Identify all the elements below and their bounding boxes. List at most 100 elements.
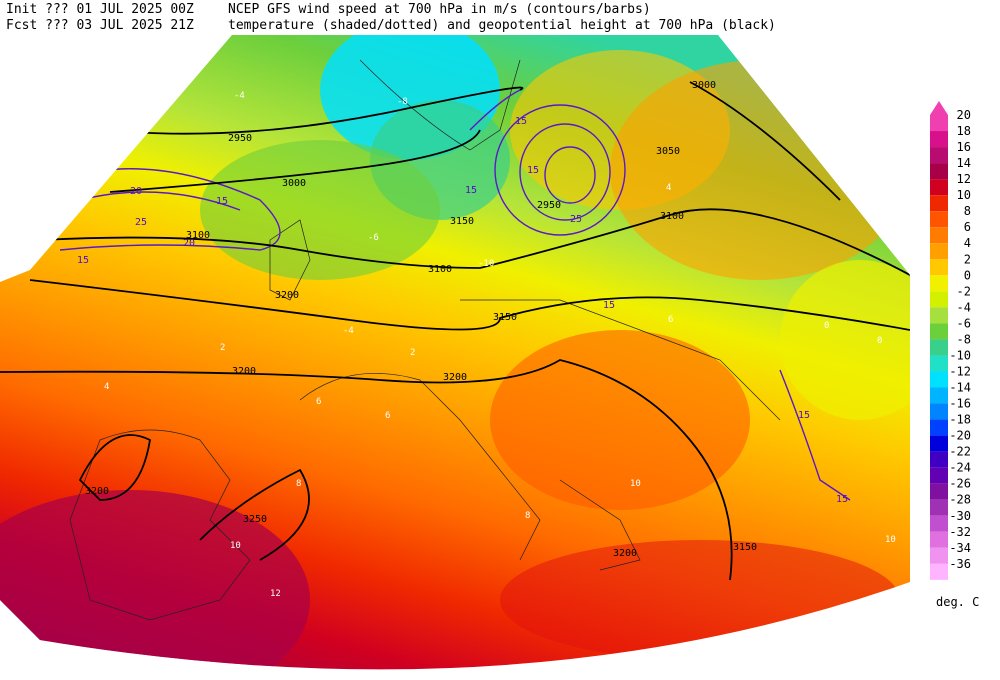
colorbar-box <box>930 179 948 196</box>
colorbar-label: -12 <box>949 364 971 378</box>
colorbar-box <box>930 259 948 276</box>
height-label: 3000 <box>692 80 716 91</box>
colorbar-label: 10 <box>957 188 971 202</box>
colorbar-box <box>930 243 948 260</box>
colorbar-box <box>930 291 948 308</box>
colorbar-box <box>930 499 948 516</box>
wind-label: 15 <box>216 196 228 207</box>
colorbar-label: -28 <box>949 493 971 507</box>
temperature-label: -10 <box>478 259 494 269</box>
colorbar-box <box>930 339 948 356</box>
init-time: Init ??? 01 JUL 2025 00Z <box>6 2 194 17</box>
colorbar-box <box>930 467 948 484</box>
header: Init ??? 01 JUL 2025 00Z NCEP GFS wind s… <box>6 2 776 33</box>
colorbar-box <box>930 403 948 420</box>
temperature-label: 2 <box>410 348 415 358</box>
temperature-label: -8 <box>397 97 408 107</box>
forecast-time: Fcst ??? 03 JUL 2025 21Z <box>6 18 194 33</box>
temperature-label: 0 <box>877 336 882 346</box>
temperature-label: 6 <box>668 315 673 325</box>
colorbar-box <box>930 435 948 452</box>
height-label: 3100 <box>186 230 210 241</box>
wind-label: 15 <box>603 300 615 311</box>
temperature-label: -4 <box>234 91 245 101</box>
temperature-label: -4 <box>343 326 354 336</box>
colorbar-box <box>930 387 948 404</box>
title-line-2: temperature (shaded/dotted) and geopoten… <box>228 18 776 33</box>
colorbar-label: -16 <box>949 397 971 411</box>
colorbar-label: -32 <box>949 525 971 539</box>
colorbar-box <box>930 115 948 132</box>
height-label: 3200 <box>443 372 467 383</box>
temperature-label: 6 <box>316 397 321 407</box>
temperature-label: 4 <box>666 183 671 193</box>
colorbar-box <box>930 563 948 580</box>
colorbar-box <box>930 483 948 500</box>
colorbar-box <box>930 419 948 436</box>
temperature-label: 2 <box>220 343 225 353</box>
temperature-label: 12 <box>270 589 281 599</box>
temperature-field <box>0 35 910 670</box>
colorbar-label: -2 <box>957 284 971 298</box>
height-label: 3200 <box>85 486 109 497</box>
wind-label: 20 <box>183 238 195 249</box>
height-label: 3100 <box>428 264 452 275</box>
colorbar-label: -6 <box>957 316 971 330</box>
temperature-label: 4 <box>104 382 109 392</box>
wind-label: 20 <box>130 186 142 197</box>
colorbar-label: 14 <box>957 156 971 170</box>
height-label: 3100 <box>660 211 684 222</box>
colorbar-box <box>930 323 948 340</box>
colorbar-box <box>930 163 948 180</box>
height-label: 3050 <box>656 146 680 157</box>
colorbar-label: 18 <box>957 124 971 138</box>
colorbar-label: -24 <box>949 461 971 475</box>
colorbar-label: 0 <box>964 268 971 282</box>
height-label: 2950 <box>537 200 561 211</box>
wind-label: 15 <box>527 165 539 176</box>
colorbar-box <box>930 451 948 468</box>
colorbar-label: -36 <box>949 557 971 571</box>
colorbar-box <box>930 355 948 372</box>
colorbar-box <box>930 371 948 388</box>
temperature-label: 10 <box>630 479 641 489</box>
colorbar-box <box>930 547 948 564</box>
wind-label: 15 <box>515 116 527 127</box>
temperature-label: 8 <box>296 479 301 489</box>
colorbar-box <box>930 195 948 212</box>
temperature-label: 10 <box>230 541 241 551</box>
colorbar-label: 8 <box>964 204 971 218</box>
height-label: 2950 <box>228 133 252 144</box>
colorbar-box <box>930 227 948 244</box>
colorbar-label: -4 <box>957 300 971 314</box>
temperature-label: -6 <box>368 233 379 243</box>
temperature-label: 8 <box>525 511 530 521</box>
colorbar-box <box>930 307 948 324</box>
colorbar: 20181614121086420-2-4-6-8-10-12-14-16-18… <box>930 101 971 580</box>
wind-label: 15 <box>798 410 810 421</box>
colorbar-label: 12 <box>957 172 971 186</box>
wind-label: 15 <box>465 185 477 196</box>
wind-label: 15 <box>77 255 89 266</box>
wind-labels: 20 15 25 20 15 15 15 15 25 15 15 15 <box>77 116 848 505</box>
colorbar-label: -10 <box>949 348 971 362</box>
height-label: 3150 <box>450 216 474 227</box>
height-label: 3250 <box>243 514 267 525</box>
wind-label: 25 <box>135 217 147 228</box>
colorbar-box <box>930 131 948 148</box>
temperature-label: 6 <box>385 411 390 421</box>
colorbar-box <box>930 515 948 532</box>
colorbar-label: -14 <box>949 381 971 395</box>
temperature-label: 10 <box>885 535 896 545</box>
colorbar-box <box>930 531 948 548</box>
height-label: 3200 <box>232 366 256 377</box>
colorbar-label: 20 <box>957 108 971 122</box>
wind-label: 15 <box>836 494 848 505</box>
height-label: 3150 <box>733 542 757 553</box>
colorbar-box <box>930 147 948 164</box>
height-label: 3150 <box>493 312 517 323</box>
colorbar-arrow <box>930 101 948 115</box>
colorbar-box <box>930 211 948 228</box>
colorbar-label: 6 <box>964 220 971 234</box>
